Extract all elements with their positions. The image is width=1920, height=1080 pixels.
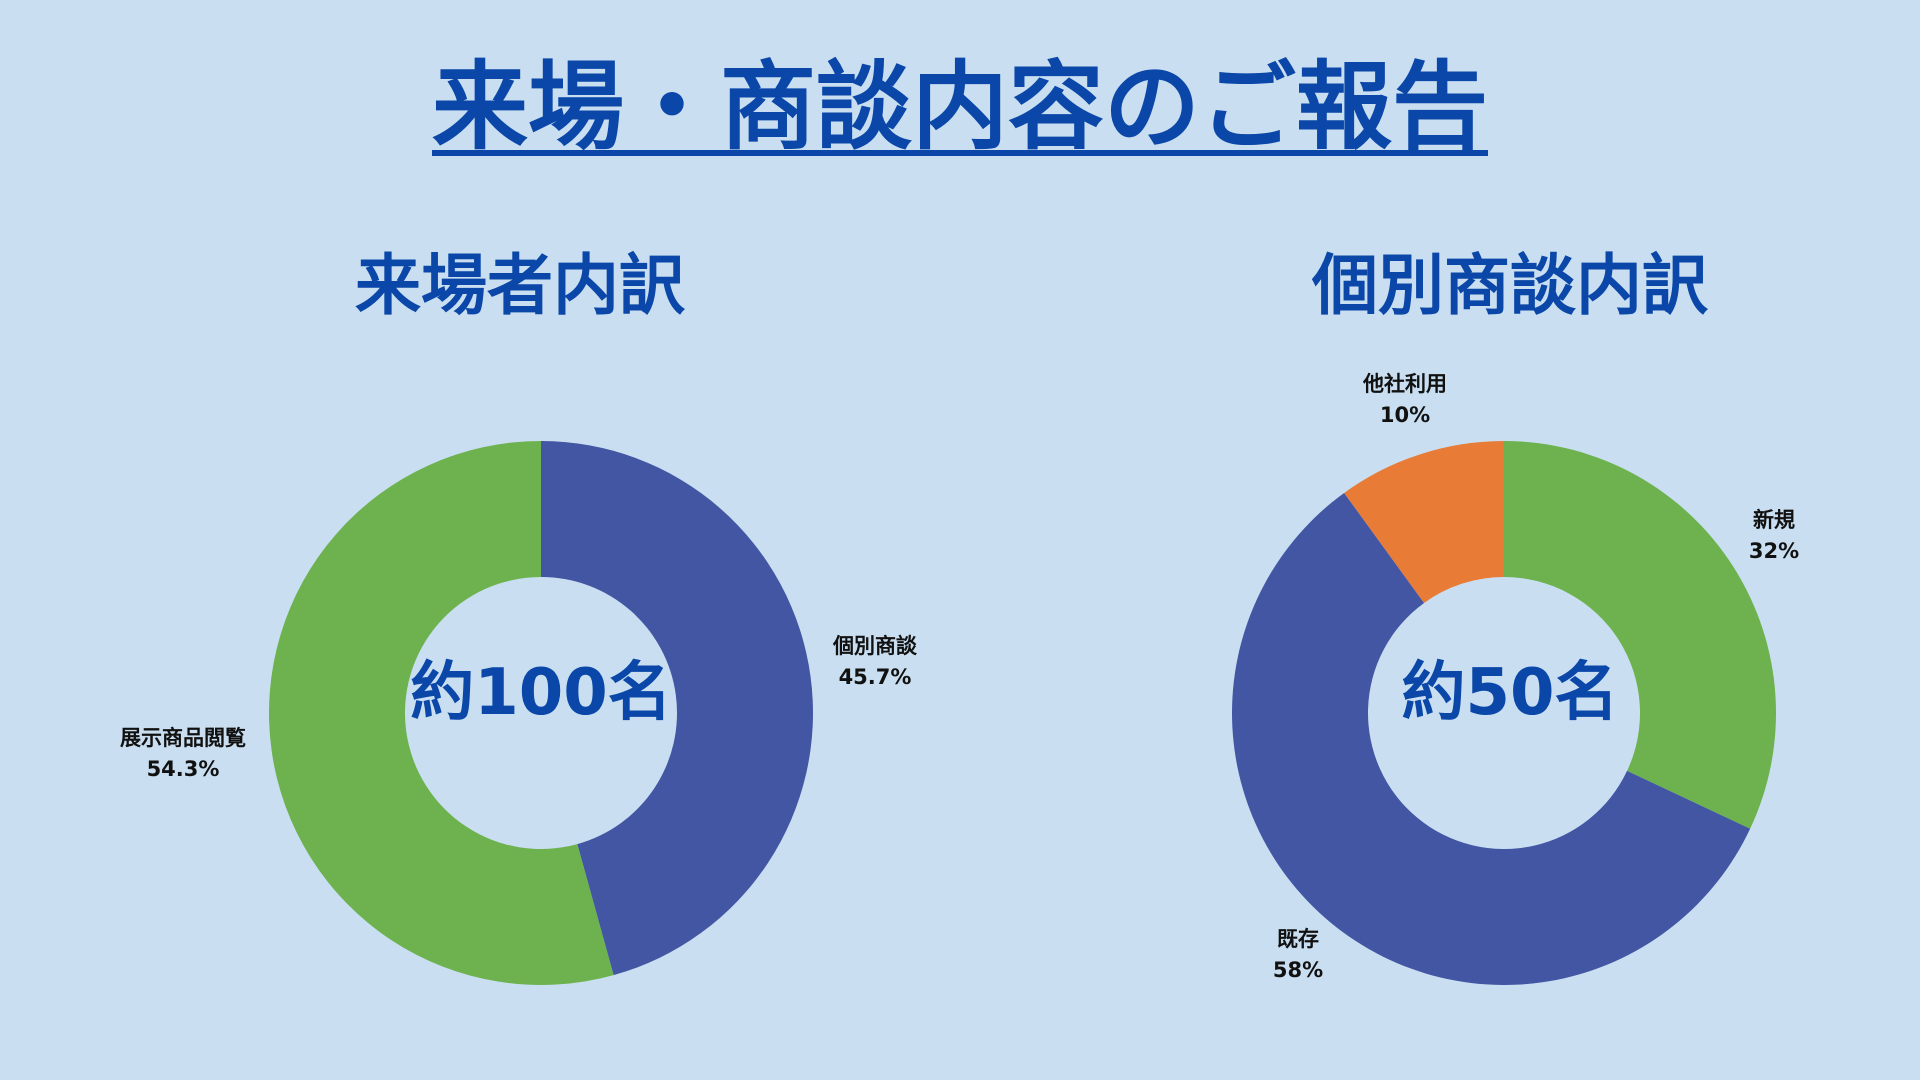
donut-slice-1-0 [1504,441,1776,829]
slice-label-1-2: 他社利用 [1362,372,1447,396]
donut-slice-0-1 [268,441,614,985]
meetings-donut-chart: 新規 32% 既存 58% 他社利用 10% [1232,372,1799,985]
slice-value-0-0: 45.7% [839,665,912,689]
slice-value-0-1: 54.3% [147,757,220,781]
slice-label-0-1: 展示商品閲覧 [120,726,246,750]
donut-slice-1-1 [1232,492,1751,985]
slice-label-0-0: 個別商談 [832,634,918,658]
donut-slice-0-0 [541,441,813,976]
donut-slice-1-2 [1344,441,1504,603]
slice-value-1-1: 58% [1273,958,1323,982]
page-title: 来場・商談内容のご報告 [432,51,1488,163]
meetings-chart-title: 個別商談内訳 [1312,247,1708,324]
visitors-donut-chart: 個別商談 45.7% 展示商品閲覧 54.3% [120,441,918,985]
slice-label-1-1: 既存 [1277,927,1319,951]
slice-value-1-2: 10% [1380,403,1430,427]
slice-label-1-0: 新規 [1753,508,1795,532]
slice-value-1-0: 32% [1749,539,1799,563]
visitors-chart-title: 来場者内訳 [355,247,685,324]
meetings-total-label: 約50名 [1401,656,1618,730]
visitors-total-label: 約100名 [410,656,672,730]
